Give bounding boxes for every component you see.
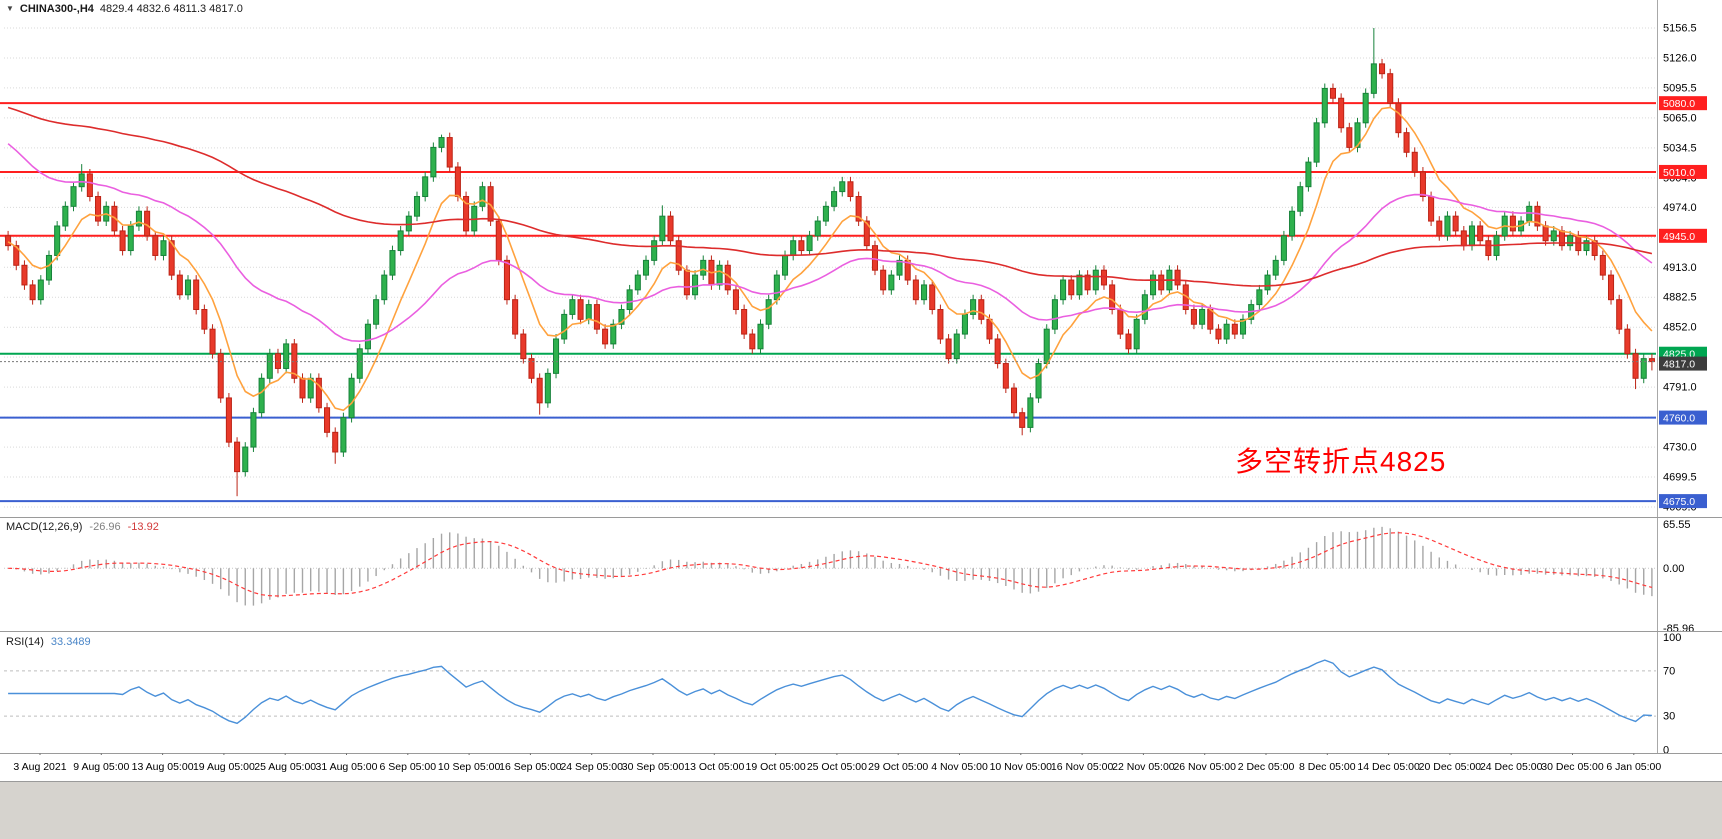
macd-axis-label: 65.55 bbox=[1663, 519, 1691, 531]
chart-header: ▼ CHINA300-,H4 4829.4 4832.6 4811.3 4817… bbox=[6, 3, 243, 15]
rsi-line bbox=[8, 659, 1652, 725]
price-tick-label: 5065.0 bbox=[1663, 112, 1697, 124]
rsi-axis-label: 0 bbox=[1663, 745, 1669, 757]
time-label: 30 Sep 05:00 bbox=[621, 761, 685, 773]
ma-medium-magenta bbox=[7, 143, 1653, 343]
price-tick-label: 4791.0 bbox=[1663, 382, 1697, 394]
rsi-indicator-label: RSI(14) 33.3489 bbox=[6, 636, 91, 648]
macd-indicator-label: MACD(12,26,9) -26.96 -13.92 bbox=[6, 521, 159, 533]
rsi-axis-label: 70 bbox=[1663, 665, 1675, 677]
candlestick-series[interactable] bbox=[5, 28, 1655, 497]
ma-slow-red bbox=[7, 106, 1653, 287]
macd-main-value: -26.96 bbox=[89, 521, 121, 533]
time-label: 31 Aug 05:00 bbox=[315, 761, 378, 773]
time-label: 6 Sep 05:00 bbox=[379, 761, 437, 773]
window-footer bbox=[0, 781, 1722, 839]
time-label: 10 Nov 05:00 bbox=[989, 761, 1053, 773]
price-axis[interactable]: 5156.55126.05095.55065.05034.55004.04974… bbox=[1657, 0, 1708, 754]
time-label: 6 Jan 05:00 bbox=[1606, 761, 1662, 773]
time-label: 26 Nov 05:00 bbox=[1173, 761, 1236, 773]
time-label: 24 Sep 05:00 bbox=[560, 761, 623, 773]
rsi-axis-label: 30 bbox=[1663, 711, 1675, 723]
time-label: 24 Dec 05:00 bbox=[1479, 761, 1543, 773]
time-axis[interactable]: 3 Aug 2021 9 Aug 05:00 13 Aug 05:00 19 Aug … bbox=[0, 755, 1722, 781]
ma-fast-orange bbox=[7, 106, 1653, 412]
price-tick-label: 4882.5 bbox=[1663, 292, 1697, 304]
price-tick-label: 5156.5 bbox=[1663, 23, 1697, 35]
time-label: 2 Dec 05:00 bbox=[1237, 761, 1295, 773]
price-tick-label: 4913.0 bbox=[1663, 262, 1697, 274]
current-price-badge bbox=[1659, 356, 1707, 371]
level-price-badge bbox=[1659, 164, 1707, 179]
time-label: 3 Aug 2021 bbox=[13, 761, 67, 773]
macd-axis-label: 0.00 bbox=[1663, 563, 1684, 575]
time-label: 22 Nov 05:00 bbox=[1112, 761, 1175, 773]
time-label: 14 Dec 05:00 bbox=[1357, 761, 1420, 773]
rsi-panel[interactable]: 100 70 30 0 bbox=[0, 631, 1722, 757]
rsi-axis-label: 100 bbox=[1663, 632, 1681, 644]
level-price-badge bbox=[1659, 96, 1707, 111]
rsi-name: RSI(14) bbox=[6, 636, 44, 648]
time-label: 4 Nov 05:00 bbox=[931, 761, 988, 773]
level-price-badge bbox=[1659, 410, 1707, 425]
level-price-badge bbox=[1659, 228, 1707, 243]
level-badge-text: 4675.0 bbox=[1663, 496, 1695, 508]
price-tick-label: 5126.0 bbox=[1663, 52, 1697, 64]
level-price-badge bbox=[1659, 494, 1707, 509]
level-badge-text: 5010.0 bbox=[1663, 167, 1695, 179]
price-tick-label: 4852.0 bbox=[1663, 322, 1697, 334]
time-label: 13 Oct 05:00 bbox=[684, 761, 745, 773]
price-tick-label: 5034.5 bbox=[1663, 142, 1697, 154]
macd-name: MACD(12,26,9) bbox=[6, 521, 83, 533]
ohlc-values: 4829.4 4832.6 4811.3 4817.0 bbox=[99, 3, 243, 15]
rsi-value: 33.3489 bbox=[50, 636, 91, 648]
time-label: 25 Aug 05:00 bbox=[254, 761, 317, 773]
time-label: 20 Dec 05:00 bbox=[1418, 761, 1482, 773]
price-tick-label: 4974.0 bbox=[1663, 202, 1697, 214]
level-badge-text: 4760.0 bbox=[1663, 413, 1695, 425]
time-label: 19 Oct 05:00 bbox=[745, 761, 806, 773]
price-tick-label: 5095.5 bbox=[1663, 82, 1697, 94]
macd-panel[interactable]: 65.550.00-85.96 bbox=[0, 517, 1722, 636]
price-tick-label: 4699.5 bbox=[1663, 472, 1697, 484]
time-label: 8 Dec 05:00 bbox=[1298, 761, 1356, 773]
level-badge-text: 4945.0 bbox=[1663, 231, 1695, 243]
time-label: 13 Aug 05:00 bbox=[131, 761, 194, 773]
macd-signal-line bbox=[8, 532, 1653, 597]
symbol-dropdown-icon[interactable]: ▼ bbox=[6, 4, 14, 13]
chart-annotation[interactable]: 多空转折点4825 bbox=[1235, 446, 1447, 477]
time-label: 9 Aug 05:00 bbox=[73, 761, 130, 773]
time-label: 19 Aug 05:00 bbox=[192, 761, 255, 773]
time-label: 16 Nov 05:00 bbox=[1050, 761, 1114, 773]
time-label: 16 Sep 05:00 bbox=[499, 761, 562, 773]
time-label: 30 Dec 05:00 bbox=[1541, 761, 1604, 773]
current-price-badge-text: 4817.0 bbox=[1663, 359, 1695, 371]
time-label: 29 Oct 05:00 bbox=[868, 761, 929, 773]
level-badge-text: 5080.0 bbox=[1663, 98, 1695, 110]
time-label: 10 Sep 05:00 bbox=[437, 761, 501, 773]
price-tick-label: 4730.0 bbox=[1663, 442, 1697, 454]
symbol-title: CHINA300-,H4 bbox=[19, 3, 94, 15]
time-label: 25 Oct 05:00 bbox=[806, 761, 867, 773]
macd-signal-value: -13.92 bbox=[127, 521, 159, 533]
